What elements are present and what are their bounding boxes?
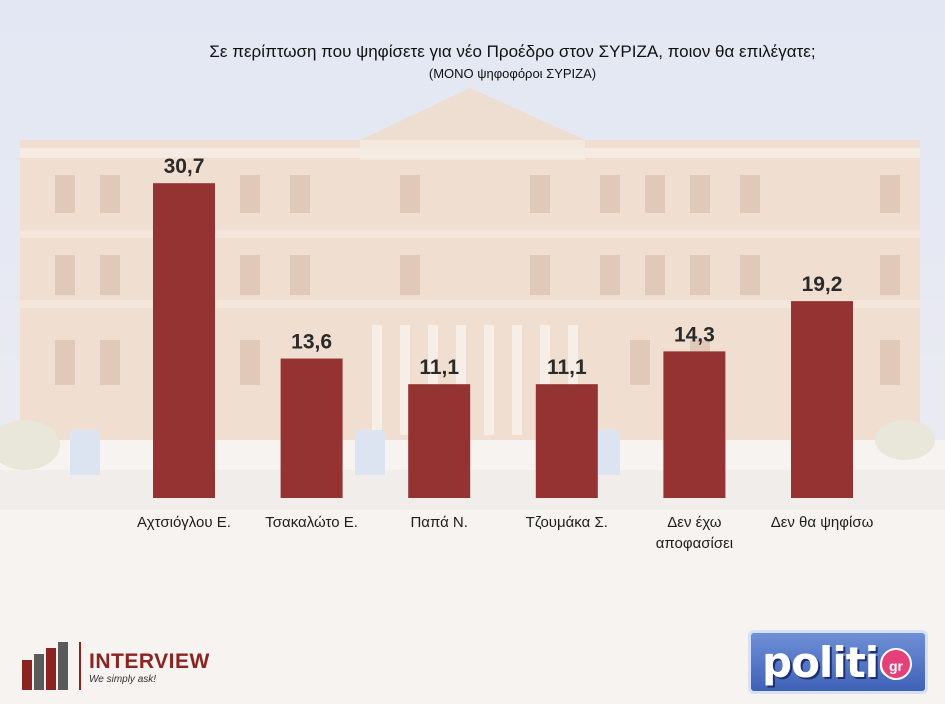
category-label-4-0: Δεν έχω — [667, 514, 722, 531]
chart-subtitle: (ΜΟΝΟ ψηφοφόροι ΣΥΡΙΖΑ) — [428, 66, 597, 81]
category-label-2: Παπά Ν. — [410, 514, 467, 531]
politic-logo-text: politic — [762, 638, 903, 687]
politic-gr-badge: gr — [880, 648, 912, 680]
category-label-0: Αχτσιόγλου Ε. — [137, 514, 231, 531]
bar-1 — [280, 358, 343, 498]
value-label-2: 11,1 — [419, 356, 459, 379]
value-label-3: 11,1 — [547, 356, 587, 379]
politic-logo — [748, 630, 928, 694]
value-label-0: 30,7 — [164, 155, 205, 178]
bar-2 — [408, 384, 471, 498]
category-label-5: Δεν θα ψηφίσω — [771, 514, 874, 531]
value-label-4: 14,3 — [674, 323, 715, 346]
value-label-5: 19,2 — [802, 273, 843, 296]
bar-5 — [791, 301, 853, 498]
bar-3 — [535, 384, 598, 498]
bar-4 — [663, 351, 726, 498]
interview-logo-icon — [22, 642, 81, 690]
value-label-1: 13,6 — [291, 331, 332, 354]
interview-tagline: We simply ask! — [89, 674, 157, 685]
chart-title: Σε περίπτωση που ψηφίσετε για νέο Προέδρ… — [209, 42, 816, 61]
category-label-3: Τζουμάκα Σ. — [526, 514, 608, 531]
category-label-1: Τσακαλώτο Ε. — [265, 514, 358, 531]
category-label-4-1: αποφασίσει — [656, 535, 733, 552]
interview-brand-name: INTERVIEW — [89, 650, 210, 673]
bar-0 — [153, 183, 215, 498]
